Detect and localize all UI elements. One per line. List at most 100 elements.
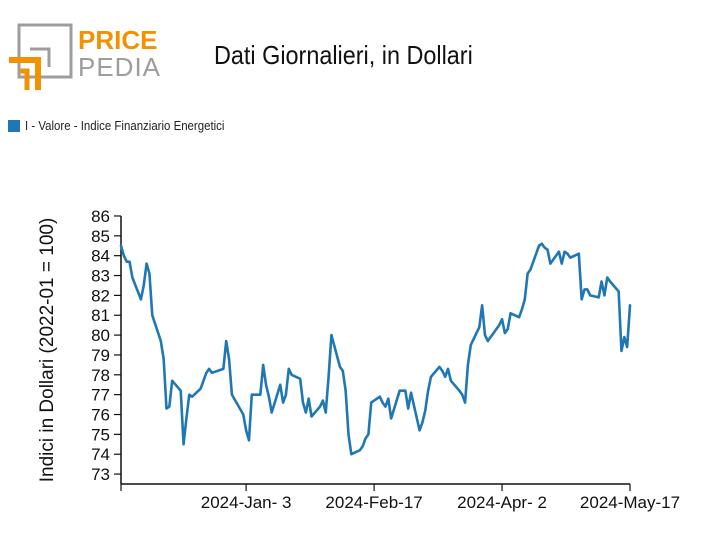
- data-point: [285, 393, 287, 396]
- data-point: [401, 389, 404, 392]
- logo-corner-orange-inner: [20, 68, 30, 90]
- legend-label: I - Valore - Indice Finanziario Energeti…: [25, 118, 225, 133]
- data-point: [546, 248, 549, 251]
- data-point: [427, 389, 429, 392]
- data-point: [586, 288, 589, 291]
- data-point: [307, 397, 310, 400]
- data-point: [191, 395, 193, 398]
- y-tick-label: 77: [91, 386, 110, 405]
- data-point: [558, 250, 560, 253]
- data-point: [128, 260, 131, 263]
- data-point: [529, 268, 532, 271]
- y-tick-label: 79: [91, 346, 110, 365]
- data-point: [251, 393, 253, 396]
- data-point: [123, 254, 125, 257]
- y-tick-label: 82: [91, 286, 110, 305]
- data-point: [327, 375, 330, 378]
- data-point: [418, 429, 421, 432]
- data-point: [421, 421, 424, 424]
- logo-mark: PRICE PEDIA: [9, 23, 160, 90]
- data-point: [151, 314, 154, 317]
- data-point: [361, 445, 364, 448]
- y-tick-label: 81: [91, 306, 110, 325]
- data-point: [407, 407, 410, 410]
- data-point: [617, 290, 620, 293]
- logo-square-gray: [17, 23, 73, 79]
- data-point: [484, 334, 486, 336]
- data-point: [310, 415, 313, 418]
- series-line: [119, 242, 632, 456]
- data-point: [501, 318, 503, 321]
- data-point: [202, 379, 205, 382]
- data-point: [242, 413, 245, 416]
- data-point: [609, 280, 611, 283]
- data-point: [160, 340, 162, 342]
- data-point: [398, 389, 401, 392]
- data-point: [378, 395, 381, 398]
- data-point: [282, 401, 284, 404]
- y-axis-title: Indici in Dollari (2022-01 = 100): [37, 218, 58, 483]
- logo-corner-orange-outer: [9, 57, 41, 90]
- y-tick-label: 76: [91, 406, 110, 425]
- y-tick-label: 75: [91, 425, 110, 444]
- data-point: [350, 453, 353, 456]
- data-point: [387, 397, 390, 400]
- chart-title: Dati Giornalieri, in Dollari: [214, 40, 473, 70]
- x-tick-label: 2024-Jan- 3: [201, 493, 292, 512]
- data-point: [205, 372, 208, 374]
- data-point: [330, 334, 333, 336]
- data-point: [450, 379, 452, 382]
- data-point: [142, 284, 145, 287]
- data-point: [381, 401, 384, 404]
- logo-corner-gray: [30, 47, 51, 67]
- data-point: [324, 411, 327, 414]
- data-point: [464, 401, 466, 404]
- logo-text-price: PRICE: [78, 25, 157, 55]
- data-point: [518, 316, 520, 319]
- data-point: [523, 298, 526, 301]
- y-tick-label: 85: [91, 227, 110, 246]
- data-point: [430, 375, 432, 378]
- data-point: [188, 393, 191, 396]
- data-point: [549, 262, 552, 265]
- data-point: [131, 276, 134, 279]
- legend-swatch: [8, 119, 20, 132]
- data-point: [629, 304, 631, 307]
- data-point: [526, 272, 529, 275]
- data-point: [447, 368, 449, 370]
- data-point: [467, 364, 469, 366]
- data-point: [469, 344, 472, 346]
- data-point: [597, 296, 600, 299]
- data-point: [319, 405, 321, 408]
- data-point: [509, 312, 512, 315]
- data-point: [299, 377, 301, 380]
- y-tick-label: 83: [91, 267, 110, 286]
- data-point: [270, 411, 273, 414]
- data-point: [390, 417, 392, 420]
- data-point: [211, 372, 213, 374]
- y-tick-label: 74: [91, 445, 110, 464]
- data-point: [165, 407, 168, 410]
- pricepedia-logo: PRICE PEDIA: [8, 22, 168, 92]
- data-point: [563, 250, 566, 253]
- data-point: [322, 399, 324, 402]
- data-point: [140, 298, 142, 301]
- data-point: [538, 244, 540, 247]
- data-point: [344, 389, 347, 392]
- data-point: [179, 389, 182, 392]
- data-point: [279, 383, 282, 386]
- data-point: [461, 393, 464, 396]
- data-point: [481, 304, 483, 307]
- data-point: [171, 379, 173, 382]
- data-point: [478, 326, 481, 328]
- data-point: [541, 242, 543, 245]
- data-point: [384, 405, 387, 408]
- data-point: [620, 350, 623, 352]
- data-point: [444, 375, 446, 378]
- data-point: [290, 374, 293, 376]
- data-point: [543, 246, 546, 249]
- series-layer: [119, 242, 632, 456]
- data-point: [268, 395, 270, 398]
- data-point: [305, 411, 307, 414]
